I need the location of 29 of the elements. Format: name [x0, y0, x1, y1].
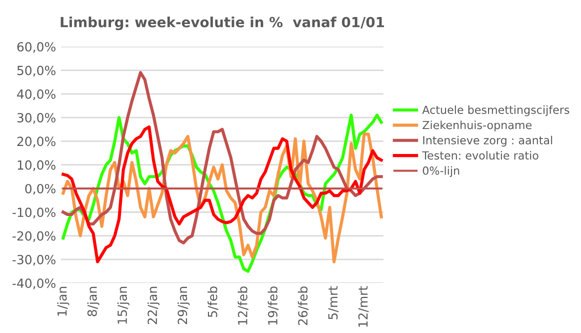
legend-label: Actuele besmettingscijfers: [422, 105, 570, 116]
legend-label: Intensieve zorg : aantal: [423, 136, 552, 147]
x-tick-label: 22/jan: [147, 286, 160, 324]
y-tick-label: 0,0%: [25, 184, 56, 195]
chart-title: Limburg: week-evolutie in % vanaf 01/01: [60, 16, 384, 30]
x-tick-label: 5/feb: [208, 286, 218, 318]
y-tick-label: 20,0%: [17, 136, 56, 148]
x-tick-label: 12/feb: [238, 286, 248, 325]
y-tick-label: -20,0%: [12, 231, 56, 242]
y-tick-label: 50,0%: [17, 66, 56, 76]
x-tick-label: 8/jan: [87, 286, 100, 316]
legend-label: 0%-lijn: [422, 166, 460, 177]
y-tick-label: 40,0%: [17, 89, 56, 100]
x-tick-label: 12/mrt: [358, 286, 369, 327]
y-tick-label: 10,0%: [18, 160, 56, 172]
x-tick-label: 1/jan: [57, 286, 70, 316]
line-series: [62, 71, 383, 244]
legend-label: Testen: evolutie ratio: [422, 151, 538, 160]
y-tick-label: 30,0%: [17, 113, 56, 124]
legend-label: Ziekenhuis-opname: [422, 120, 532, 132]
x-tick-label: 5/mrt: [328, 286, 339, 320]
x-tick-label: 19/feb: [268, 286, 278, 325]
x-tick-label: 29/jan: [177, 286, 190, 324]
y-tick-label: -30,0%: [12, 254, 56, 266]
x-tick-label: 15/jan: [117, 286, 130, 324]
x-tick-label: 26/feb: [298, 286, 309, 326]
y-tick-label: 60,0%: [17, 42, 56, 53]
y-tick-label: -10,0%: [12, 208, 56, 218]
y-tick-label: -40,0%: [12, 278, 56, 290]
